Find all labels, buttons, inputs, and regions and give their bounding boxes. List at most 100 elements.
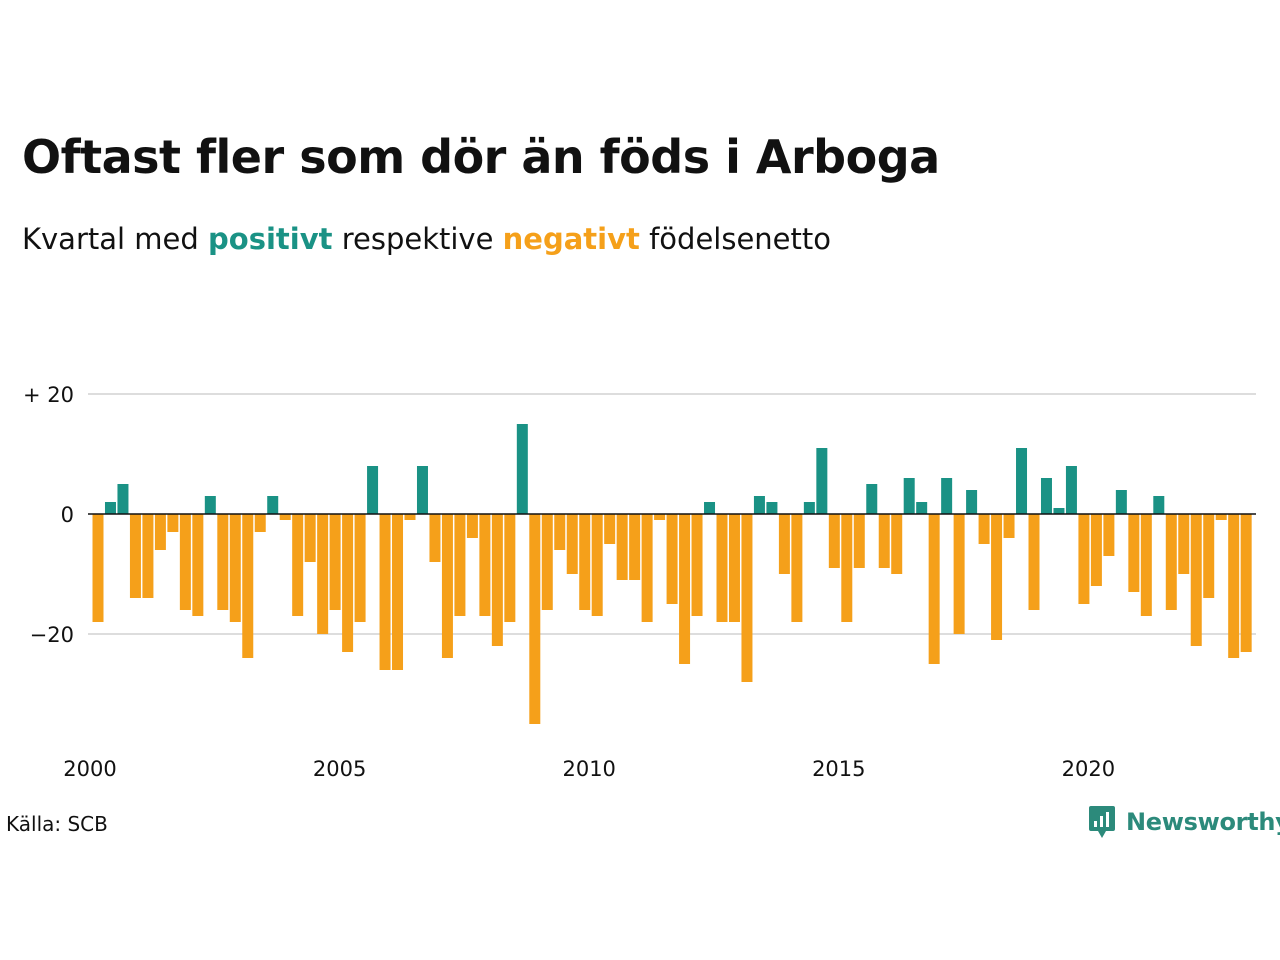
chart-title: Oftast fler som dör än föds i Arboga bbox=[22, 130, 940, 184]
brand-name: Newsworthy bbox=[1126, 808, 1280, 836]
bar bbox=[392, 514, 404, 670]
bar bbox=[179, 514, 191, 610]
bar bbox=[1153, 496, 1165, 514]
subtitle-prefix: Kvartal med bbox=[22, 222, 199, 256]
bar bbox=[753, 496, 765, 514]
bar bbox=[1078, 514, 1090, 604]
bar bbox=[841, 514, 853, 622]
bar bbox=[978, 514, 990, 544]
bar bbox=[441, 514, 453, 658]
x-tick-label: 2005 bbox=[313, 757, 366, 781]
bar bbox=[616, 514, 628, 580]
bar bbox=[491, 514, 503, 646]
bar bbox=[1040, 478, 1052, 514]
bar bbox=[903, 478, 915, 514]
bar bbox=[1115, 490, 1127, 514]
bar bbox=[242, 514, 254, 658]
bar bbox=[853, 514, 865, 568]
bar bbox=[1240, 514, 1252, 652]
bar bbox=[928, 514, 940, 664]
bar bbox=[1065, 466, 1077, 514]
bar bbox=[1103, 514, 1115, 556]
bar bbox=[1228, 514, 1240, 658]
x-tick-label: 2010 bbox=[562, 757, 615, 781]
bar bbox=[292, 514, 304, 616]
x-tick-label: 2020 bbox=[1062, 757, 1115, 781]
bar bbox=[167, 514, 179, 532]
y-tick-label: 0 bbox=[61, 503, 74, 527]
bar bbox=[1090, 514, 1102, 586]
bar bbox=[704, 502, 716, 514]
bar bbox=[254, 514, 266, 532]
bar bbox=[778, 514, 790, 574]
bar bbox=[267, 496, 279, 514]
bar bbox=[828, 514, 840, 568]
bar bbox=[354, 514, 366, 622]
bar bbox=[504, 514, 516, 622]
bar bbox=[329, 514, 341, 610]
bar bbox=[1140, 514, 1152, 616]
bar bbox=[304, 514, 316, 562]
bar bbox=[654, 514, 666, 520]
bar bbox=[1028, 514, 1040, 610]
bar bbox=[1016, 448, 1028, 514]
bar bbox=[803, 502, 815, 514]
bar bbox=[1165, 514, 1177, 610]
bar bbox=[379, 514, 391, 670]
bar bbox=[941, 478, 953, 514]
bar bbox=[466, 514, 478, 538]
bar bbox=[429, 514, 441, 562]
bar bbox=[953, 514, 965, 634]
subtitle-suffix: födelsenetto bbox=[649, 222, 831, 256]
bar bbox=[1128, 514, 1140, 592]
bar bbox=[579, 514, 591, 610]
bar bbox=[529, 514, 541, 724]
bar bbox=[554, 514, 566, 550]
bar bbox=[142, 514, 154, 598]
bar bbox=[367, 466, 379, 514]
bar bbox=[641, 514, 653, 622]
bar bbox=[1190, 514, 1202, 646]
bar bbox=[566, 514, 578, 574]
bar bbox=[891, 514, 903, 574]
bar bbox=[791, 514, 803, 622]
bar bbox=[591, 514, 603, 616]
bar bbox=[1178, 514, 1190, 574]
bar bbox=[454, 514, 466, 616]
bar bbox=[516, 424, 528, 514]
bar bbox=[666, 514, 678, 604]
source-note: Källa: SCB bbox=[6, 812, 108, 836]
bar bbox=[416, 466, 428, 514]
bar bbox=[317, 514, 329, 634]
bar bbox=[342, 514, 354, 652]
x-tick-label: 2000 bbox=[63, 757, 116, 781]
bar bbox=[604, 514, 616, 544]
subtitle-positive-label: positivt bbox=[208, 222, 333, 256]
bar bbox=[1053, 508, 1065, 514]
bar bbox=[679, 514, 691, 664]
bar bbox=[192, 514, 204, 616]
subtitle-mid: respektive bbox=[341, 222, 494, 256]
brand-logo: Newsworthy bbox=[1088, 804, 1280, 840]
bar bbox=[816, 448, 828, 514]
newsworthy-logo-icon bbox=[1089, 806, 1115, 838]
bar bbox=[1203, 514, 1215, 598]
bar bbox=[916, 502, 928, 514]
x-tick-label: 2015 bbox=[812, 757, 865, 781]
bar bbox=[766, 502, 778, 514]
bar bbox=[541, 514, 553, 610]
bar bbox=[1003, 514, 1015, 538]
bar bbox=[229, 514, 241, 622]
bar bbox=[1215, 514, 1227, 520]
bar bbox=[92, 514, 104, 622]
bar bbox=[204, 496, 216, 514]
bar bbox=[741, 514, 753, 682]
bar bbox=[129, 514, 141, 598]
bar bbox=[691, 514, 703, 616]
bar bbox=[866, 484, 878, 514]
bar bbox=[217, 514, 229, 610]
bar bbox=[279, 514, 291, 520]
bar bbox=[716, 514, 728, 622]
chart-subtitle: Kvartal med positivt respektive negativt… bbox=[22, 222, 831, 256]
